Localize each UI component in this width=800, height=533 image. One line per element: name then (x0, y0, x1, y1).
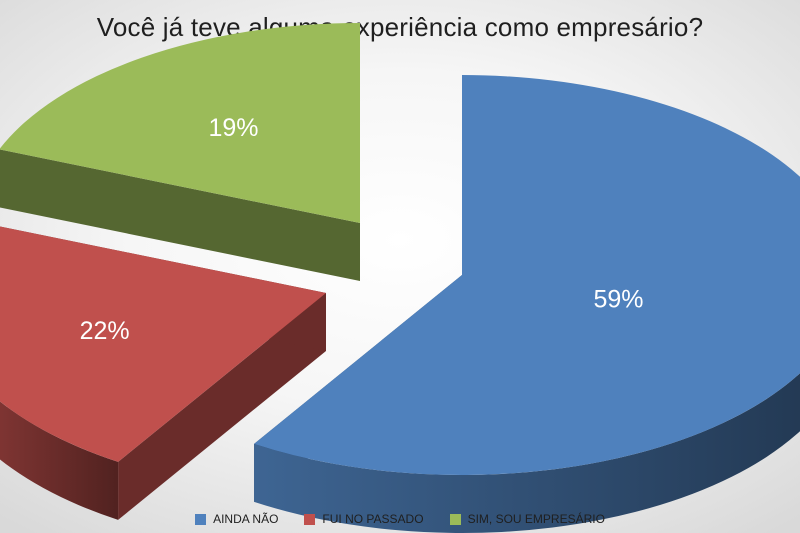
data-label-1: 22% (80, 317, 130, 345)
slice-ainda-n-o (254, 75, 800, 475)
legend-item-1: FUI NO PASSADO (304, 512, 424, 526)
legend-label-0: AINDA NÃO (213, 512, 279, 526)
data-label-0: 59% (593, 285, 643, 313)
data-label-2: 19% (208, 114, 258, 142)
legend: AINDA NÃO FUI NO PASSADO SIM, SOU EMPRESÁR… (0, 512, 800, 526)
legend-swatch-2 (449, 513, 461, 525)
legend-label-1: FUI NO PASSADO (322, 512, 424, 526)
chart-title: Você já teve alguma experiência como emp… (96, 12, 704, 42)
legend-swatch-1 (304, 513, 316, 525)
slice-fui-no-passado (0, 226, 326, 462)
legend-item-2: SIM, SOU EMPRESÁRIO (449, 512, 605, 526)
slice-sim-sou-empres-rio (0, 23, 360, 223)
legend-item-0: AINDA NÃO (195, 512, 278, 526)
legend-label-2: SIM, SOU EMPRESÁRIO (467, 512, 605, 526)
slice-side-2 (0, 149, 360, 281)
legend-swatch-0 (195, 513, 207, 525)
